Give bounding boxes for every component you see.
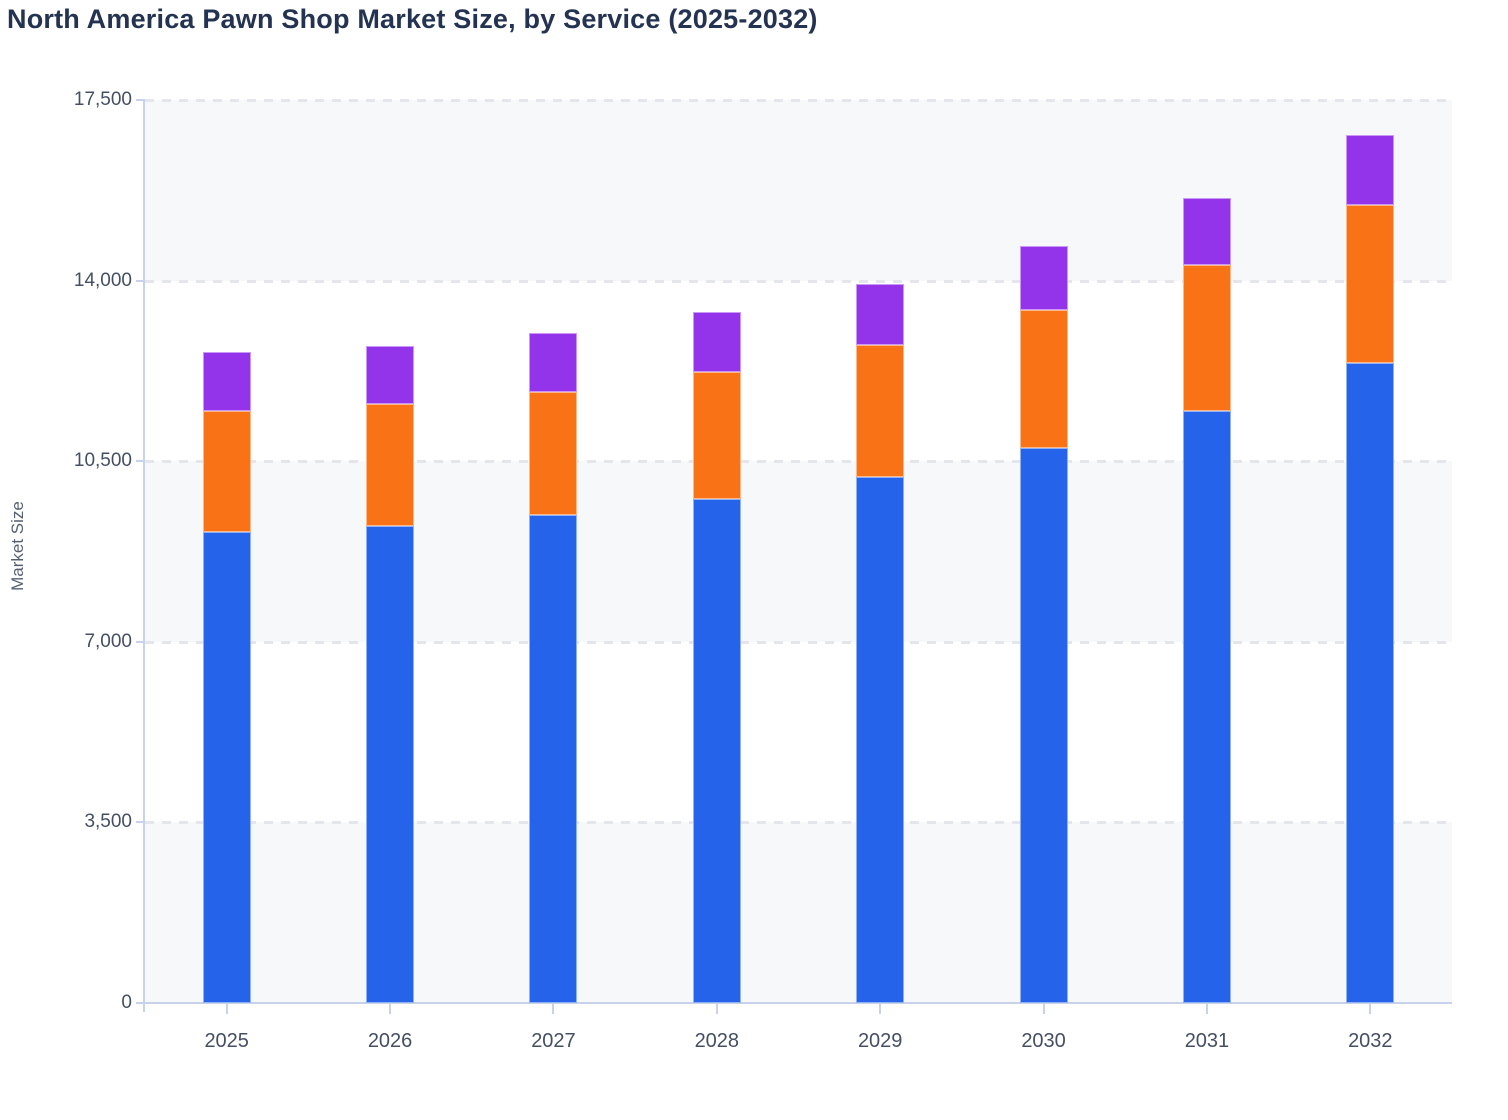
bar-segment-purple[interactable] xyxy=(1182,198,1231,265)
bar-segment-blue[interactable] xyxy=(366,525,415,1003)
x-axis-tick-label: 2031 xyxy=(1184,1030,1230,1052)
stacked-bar[interactable] xyxy=(202,352,251,1003)
bar-segment-blue[interactable] xyxy=(202,532,251,1003)
x-axis-tick-label: 2025 xyxy=(204,1030,249,1052)
bar-segment-blue[interactable] xyxy=(692,499,741,1003)
bar-segment-orange[interactable] xyxy=(856,345,905,478)
x-axis-tick-label: 2026 xyxy=(367,1030,413,1052)
x-axis-tick-label: 2032 xyxy=(1348,1030,1393,1052)
plot-band xyxy=(145,822,1452,1003)
stacked-bar[interactable] xyxy=(366,345,415,1003)
y-axis-tick-label: 10,500 xyxy=(73,450,132,472)
stacked-bar[interactable] xyxy=(692,311,741,1003)
y-axis-tick-label: 14,000 xyxy=(73,269,132,291)
stacked-bar[interactable] xyxy=(1346,135,1395,1003)
y-axis-tick xyxy=(136,279,145,282)
plot-band xyxy=(145,100,1452,281)
bar-segment-orange[interactable] xyxy=(1346,204,1395,364)
bar-segment-blue[interactable] xyxy=(856,477,905,1003)
gridline xyxy=(145,460,1452,464)
y-axis-tick-label: 7,000 xyxy=(84,630,132,652)
y-axis-tick-label: 3,500 xyxy=(84,811,132,833)
gridline xyxy=(145,279,1452,283)
bar-segment-orange[interactable] xyxy=(1019,309,1068,449)
x-axis-tick xyxy=(879,1004,882,1014)
gridline xyxy=(145,640,1452,644)
bar-segment-purple[interactable] xyxy=(366,345,415,405)
bar-segment-orange[interactable] xyxy=(692,372,741,500)
bar-segment-purple[interactable] xyxy=(1346,135,1395,205)
plot-band xyxy=(145,461,1452,642)
x-axis-tick xyxy=(1042,1004,1045,1014)
bar-segment-orange[interactable] xyxy=(202,411,251,533)
x-axis-tick-label: 2030 xyxy=(1021,1030,1066,1052)
stacked-bar[interactable] xyxy=(1019,245,1068,1003)
y-axis-tick xyxy=(136,640,145,643)
y-axis-title: Market Size xyxy=(8,501,27,591)
bar-segment-blue[interactable] xyxy=(1346,363,1395,1003)
bar-segment-blue[interactable] xyxy=(1019,448,1068,1003)
x-axis-tick xyxy=(389,1004,392,1014)
y-axis-tick-label: 0 xyxy=(121,992,132,1013)
gridline xyxy=(145,821,1452,825)
y-axis-tick xyxy=(136,1002,145,1004)
bar-segment-purple[interactable] xyxy=(529,332,578,393)
bar-segment-orange[interactable] xyxy=(529,392,578,515)
bar-segment-orange[interactable] xyxy=(366,404,415,526)
bar-segment-blue[interactable] xyxy=(529,514,578,1003)
bar-segment-orange[interactable] xyxy=(1182,264,1231,411)
y-axis-tick-label: 17,500 xyxy=(73,89,132,110)
y-axis-line xyxy=(143,100,145,1012)
y-axis-tick xyxy=(136,460,145,463)
y-axis-tick xyxy=(136,99,145,101)
x-axis-tick xyxy=(552,1004,555,1014)
plot-area xyxy=(145,99,1452,1003)
bar-segment-blue[interactable] xyxy=(1182,410,1231,1003)
stacked-bar[interactable] xyxy=(529,332,578,1003)
x-axis-tick xyxy=(715,1004,718,1014)
bar-segment-purple[interactable] xyxy=(856,284,905,346)
stacked-bar[interactable] xyxy=(1182,198,1231,1003)
bar-segment-purple[interactable] xyxy=(202,352,251,412)
x-axis-tick xyxy=(1205,1004,1208,1014)
y-axis-tick xyxy=(136,821,145,824)
x-axis-tick-label: 2028 xyxy=(694,1030,740,1052)
gridline xyxy=(145,99,1452,102)
chart-title: North America Pawn Shop Market Size, by … xyxy=(7,4,818,34)
stacked-bar[interactable] xyxy=(856,284,905,1003)
x-axis-tick-label: 2027 xyxy=(531,1030,576,1052)
x-axis-tick xyxy=(1369,1004,1372,1014)
bar-segment-purple[interactable] xyxy=(692,311,741,373)
bar-segment-purple[interactable] xyxy=(1019,245,1068,310)
x-axis-line xyxy=(143,1002,1452,1004)
x-axis-tick-label: 2029 xyxy=(857,1030,903,1052)
x-axis-tick xyxy=(225,1004,228,1014)
